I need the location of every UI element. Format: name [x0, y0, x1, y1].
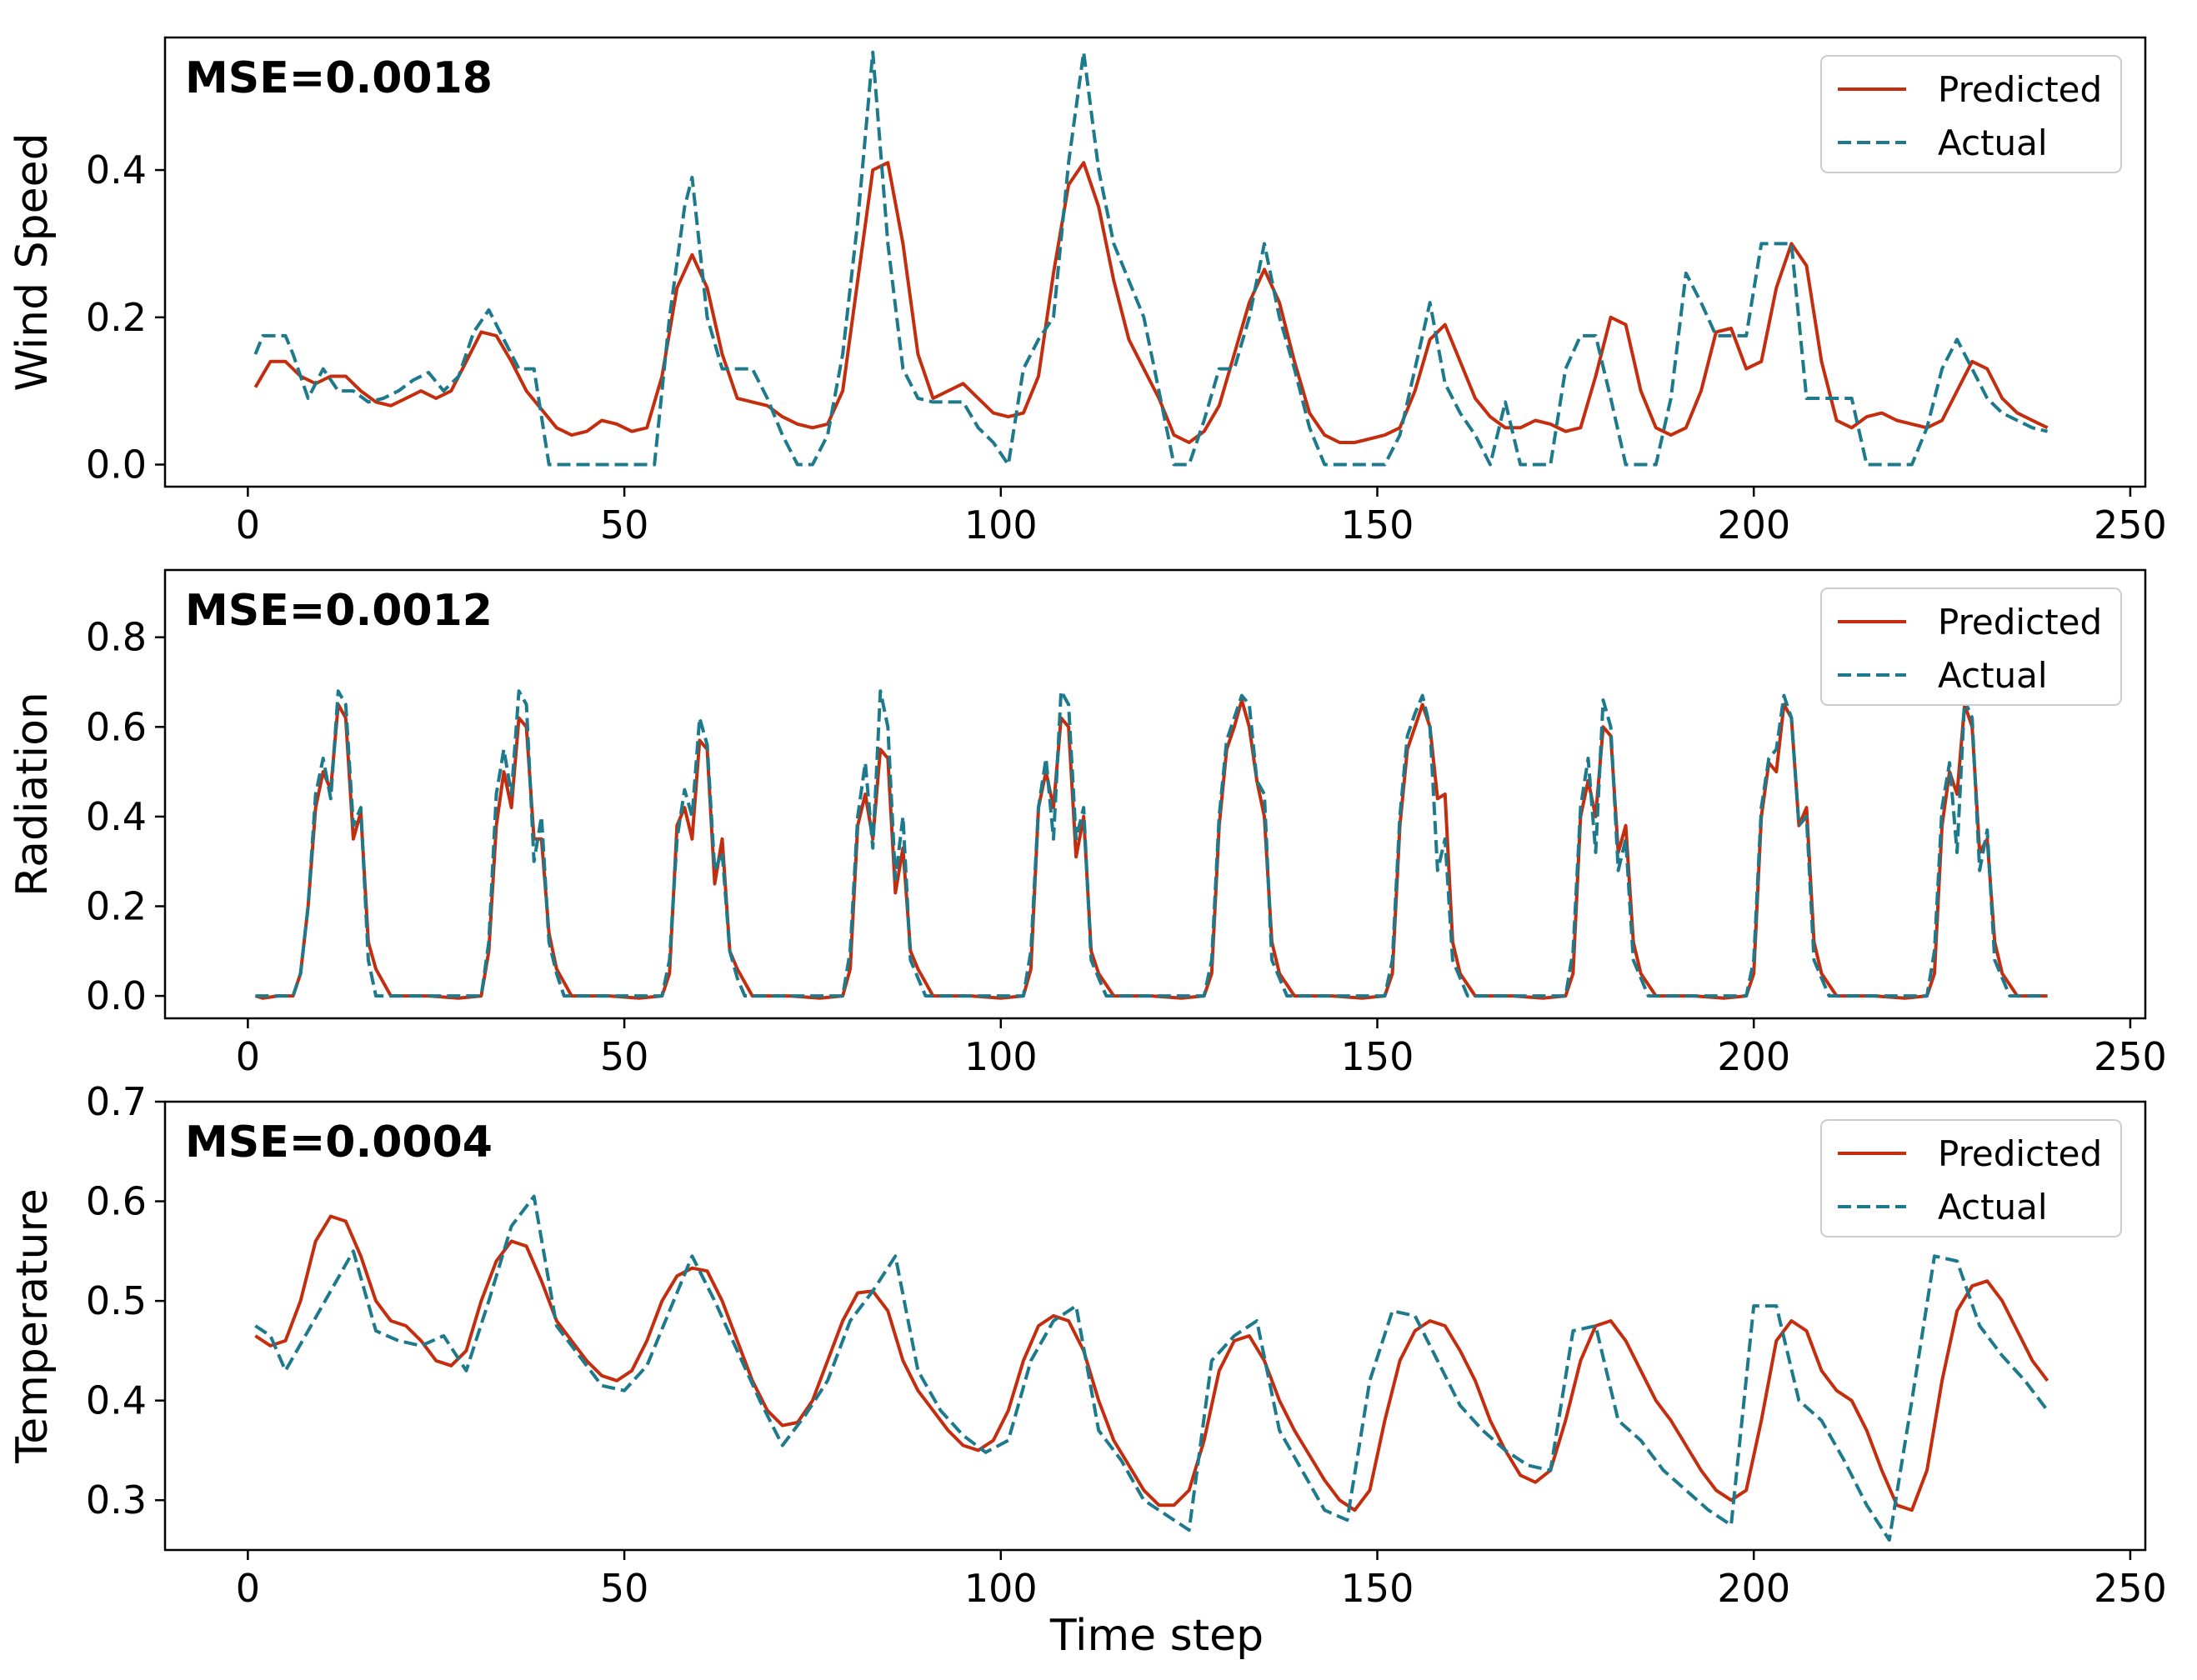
plot-frame — [163, 1100, 2147, 1552]
y-tick-label: 0.2 — [86, 295, 147, 340]
y-tick-label: 0.6 — [86, 704, 147, 749]
x-tick-label: 250 — [2094, 502, 2167, 548]
x-tick-label: 50 — [600, 1034, 649, 1079]
legend-label-actual: Actual — [1938, 655, 2048, 696]
mse-annotation: MSE=0.0004 — [185, 1118, 493, 1168]
x-tick-label: 250 — [2094, 1034, 2167, 1079]
x-tick-label: 0 — [236, 1034, 260, 1079]
mse-annotation: MSE=0.0012 — [185, 586, 493, 636]
x-axis-label: Time step — [1049, 1611, 1264, 1661]
chart-panel-1: 0 50 100 150 200 250 0.0 0.2 0.4 Wind Speed MSE=0.… — [8, 36, 2167, 548]
series-actual-line — [255, 689, 2048, 998]
y-tick-label: 0.0 — [86, 442, 147, 487]
legend-label-predicted: Predicted — [1938, 602, 2102, 642]
legend: Predicted Actual — [1820, 55, 2122, 173]
y-tick-label: 0.3 — [86, 1478, 147, 1522]
y-tick-label: 0.6 — [86, 1179, 147, 1224]
x-tick-label: 50 — [600, 1566, 649, 1611]
x-tick-label: 200 — [1717, 1034, 1790, 1079]
series-actual-line — [254, 1194, 2049, 1542]
y-tick-label: 0.4 — [86, 794, 147, 839]
y-axis-label: Temperature — [8, 1188, 58, 1463]
plot-frame — [163, 568, 2147, 1020]
plot-frame — [163, 36, 2147, 488]
y-tick-label: 0.4 — [86, 148, 147, 192]
y-tick-label: 0.4 — [86, 1378, 147, 1423]
x-tick-label: 50 — [600, 502, 649, 548]
legend: Predicted Actual — [1820, 1119, 2122, 1238]
x-tick-label: 250 — [2094, 1566, 2167, 1611]
series-predicted-line — [254, 1214, 2049, 1512]
y-axis-label: Wind Speed — [8, 132, 58, 391]
legend-label-actual: Actual — [1938, 1187, 2048, 1228]
y-axis-label: Radiation — [8, 692, 58, 897]
chart-panel-2: 0 50 100 150 200 250 0.0 0.2 0.4 0.6 0.8 Radiation M… — [8, 568, 2167, 1079]
x-tick-label: 150 — [1341, 502, 1414, 548]
legend-label-actual: Actual — [1938, 122, 2048, 163]
x-tick-label: 100 — [964, 1034, 1038, 1079]
y-tick-label: 0.2 — [86, 884, 147, 929]
series-actual-line — [253, 50, 2049, 467]
x-tick-label: 100 — [964, 502, 1038, 548]
y-tick-label: 0.0 — [86, 973, 147, 1018]
mse-annotation: MSE=0.0018 — [185, 53, 493, 103]
chart-panel-3: 0 50 100 150 200 250 0.3 0.4 0.5 0.6 0.7 Temperatur… — [8, 1079, 2167, 1611]
y-tick-label: 0.7 — [86, 1079, 147, 1124]
x-tick-label: 200 — [1717, 1566, 1790, 1611]
x-tick-label: 150 — [1341, 1566, 1414, 1611]
x-tick-label: 0 — [236, 1566, 260, 1611]
x-tick-label: 200 — [1717, 502, 1790, 548]
y-tick-label: 0.8 — [86, 615, 147, 660]
x-tick-label: 150 — [1341, 1034, 1414, 1079]
y-tick-label: 0.5 — [86, 1278, 147, 1323]
series-predicted-line — [253, 161, 2049, 444]
legend: Predicted Actual — [1820, 588, 2122, 706]
legend-label-predicted: Predicted — [1938, 1133, 2102, 1174]
x-tick-label: 0 — [236, 502, 260, 548]
x-tick-label: 100 — [964, 1566, 1038, 1611]
legend-label-predicted: Predicted — [1938, 69, 2102, 110]
